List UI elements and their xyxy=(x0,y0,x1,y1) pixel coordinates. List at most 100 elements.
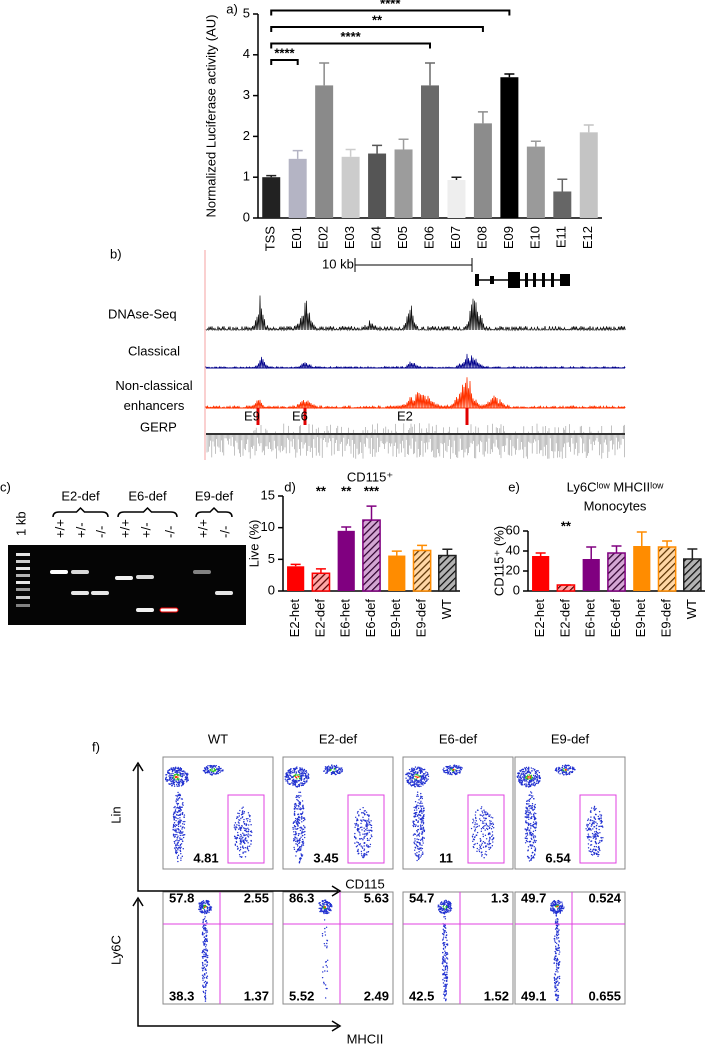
event-dot xyxy=(480,839,482,841)
lane-label: -/- xyxy=(93,526,108,538)
event-dot xyxy=(600,825,603,828)
event-dot xyxy=(176,773,178,775)
event-dot xyxy=(362,838,364,841)
event-dot xyxy=(298,771,300,773)
event-dot xyxy=(422,842,424,844)
event-dot xyxy=(533,798,535,800)
event-dot xyxy=(413,768,415,770)
event-dot xyxy=(239,848,242,851)
event-dot xyxy=(203,955,205,958)
event-dot xyxy=(423,779,426,781)
event-dot xyxy=(180,859,182,861)
event-dot xyxy=(417,774,419,776)
event-dot xyxy=(299,803,301,805)
bar-hatch-tint xyxy=(607,553,626,591)
event-dot xyxy=(420,800,422,802)
event-dot xyxy=(297,847,300,850)
event-dot xyxy=(556,908,559,910)
event-dot xyxy=(443,972,445,975)
event-dot xyxy=(488,843,490,846)
event-dot xyxy=(593,816,595,818)
event-dot xyxy=(321,976,324,979)
event-dot xyxy=(362,816,364,819)
event-dot xyxy=(296,785,299,788)
event-dot xyxy=(597,846,600,849)
event-dot xyxy=(369,829,371,832)
event-dot xyxy=(557,905,559,908)
event-dot xyxy=(414,770,417,773)
event-dot xyxy=(538,774,541,777)
event-dot xyxy=(172,774,174,777)
gate-value: 3.45 xyxy=(313,850,338,865)
y-tick-label: 40 xyxy=(506,542,520,557)
event-dot xyxy=(529,829,531,831)
column-title: E9-def xyxy=(551,731,590,746)
y-tick-label: 20 xyxy=(506,562,520,577)
event-dot xyxy=(596,823,598,825)
event-dot xyxy=(296,823,298,826)
significance-bracket xyxy=(270,9,511,16)
event-dot xyxy=(530,813,532,815)
event-dot xyxy=(416,809,418,811)
event-dot xyxy=(457,770,459,772)
event-dot xyxy=(556,980,559,982)
quadrant-value: 38.3 xyxy=(169,988,194,1003)
event-dot xyxy=(554,978,556,980)
x-tick-label: E03 xyxy=(342,226,357,249)
event-dot xyxy=(526,803,528,805)
event-dot xyxy=(447,767,450,770)
event-dot xyxy=(597,832,599,835)
event-dot xyxy=(407,775,410,777)
event-dot xyxy=(529,784,531,787)
event-dot xyxy=(362,812,364,814)
event-dot xyxy=(595,836,597,838)
event-dot xyxy=(526,807,529,809)
event-dot xyxy=(294,803,297,805)
event-dot xyxy=(205,965,208,967)
event-dot xyxy=(204,938,207,940)
event-dot xyxy=(602,826,604,828)
event-dot xyxy=(557,768,560,771)
event-dot xyxy=(205,900,208,903)
event-dot xyxy=(215,764,217,767)
event-dot xyxy=(422,815,425,818)
event-dot xyxy=(423,782,426,785)
x-tick-label: E6-def xyxy=(608,599,623,638)
event-dot xyxy=(186,776,189,778)
event-dot xyxy=(294,783,297,785)
event-dot xyxy=(291,782,293,784)
event-dot xyxy=(368,831,370,833)
event-dot xyxy=(292,770,294,772)
event-dot xyxy=(418,817,420,819)
event-dot xyxy=(532,842,535,844)
event-dot xyxy=(442,959,445,961)
event-dot xyxy=(526,808,528,810)
event-dot xyxy=(169,778,172,780)
event-dot xyxy=(411,768,413,770)
event-dot xyxy=(418,814,421,816)
event-dot xyxy=(599,831,601,834)
event-dot xyxy=(173,840,176,843)
event-dot xyxy=(446,768,448,770)
event-dot xyxy=(419,805,421,807)
event-dot xyxy=(301,844,303,846)
event-dot xyxy=(361,846,363,848)
event-dot xyxy=(595,827,598,830)
event-dot xyxy=(182,820,184,823)
gel-band xyxy=(160,608,178,612)
event-dot xyxy=(485,817,487,820)
event-dot xyxy=(247,827,249,829)
event-dot xyxy=(363,819,365,821)
event-dot xyxy=(414,814,417,816)
event-dot xyxy=(298,806,300,808)
event-dot xyxy=(423,774,425,776)
event-dot xyxy=(182,834,185,836)
event-dot xyxy=(213,770,215,773)
event-dot xyxy=(301,827,303,830)
event-dot xyxy=(359,843,362,845)
event-dot xyxy=(492,823,495,826)
event-dot xyxy=(595,813,597,816)
event-dot xyxy=(425,774,428,776)
event-dot xyxy=(203,911,205,913)
event-dot xyxy=(530,854,533,857)
